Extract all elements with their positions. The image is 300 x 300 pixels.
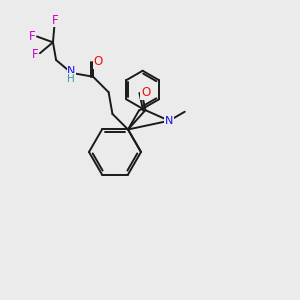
Text: O: O <box>141 86 150 99</box>
Text: F: F <box>32 48 38 61</box>
Text: N: N <box>67 66 76 76</box>
Text: H: H <box>67 74 74 84</box>
Text: N: N <box>165 116 173 126</box>
Text: F: F <box>52 14 59 27</box>
Text: O: O <box>93 55 103 68</box>
Text: F: F <box>29 30 35 43</box>
